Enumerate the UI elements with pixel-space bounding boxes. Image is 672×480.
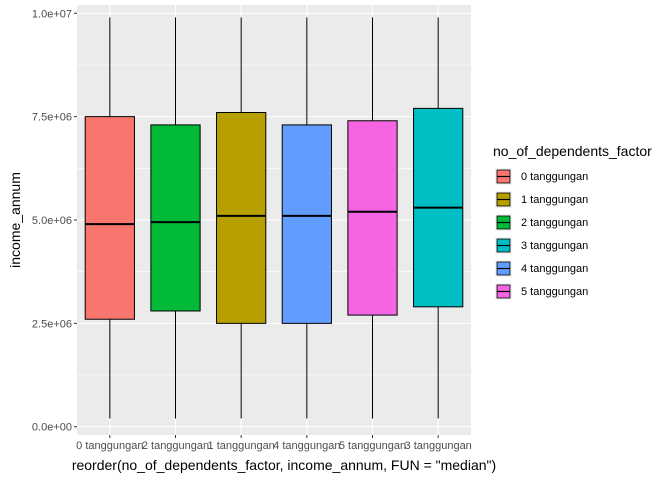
legend-item: 3 tanggungan (495, 237, 588, 254)
box-5-tanggungan (347, 17, 398, 419)
x-tick-label: 1 tanggungan (208, 440, 275, 452)
legend-item: 4 tanggungan (495, 260, 588, 277)
legend-label: 2 tanggungan (521, 217, 588, 229)
box-3-tanggungan (413, 17, 464, 419)
legend-item: 5 tanggungan (495, 283, 588, 300)
y-tick-label: 7.5e+06 (32, 112, 72, 124)
box-body (84, 116, 135, 320)
box-body (216, 112, 267, 324)
box-body (347, 120, 398, 316)
legend-label: 1 tanggungan (521, 194, 588, 206)
box-series (84, 17, 464, 419)
x-tick-label: 3 tanggungan (405, 440, 472, 452)
y-axis: 0.0e+00 2.5e+06 5.0e+06 7.5e+06 1.0e+07 (32, 8, 77, 434)
box-body (281, 124, 332, 324)
y-tick-label: 1.0e+07 (32, 8, 72, 20)
x-tick-label: 2 tanggungan (142, 440, 209, 452)
legend-item: 2 tanggungan (495, 214, 588, 231)
y-axis-title: income_annum (7, 172, 23, 268)
legend-label: 5 tanggungan (521, 286, 588, 298)
legend-item: 1 tanggungan (495, 191, 588, 208)
legend-item: 0 tanggungan (495, 168, 588, 185)
box-4-tanggungan (281, 17, 332, 419)
box-2-tanggungan (150, 17, 201, 419)
x-tick-label: 5 tanggungan (339, 440, 406, 452)
legend-label: 0 tanggungan (521, 171, 588, 183)
legend: no_of_dependents_factor 0 tanggungan 1 ta… (493, 143, 652, 300)
x-tick-label: 0 tanggungan (76, 440, 143, 452)
y-tick-label: 2.5e+06 (32, 318, 72, 330)
x-axis-title: reorder(no_of_dependents_factor, income_… (72, 457, 496, 473)
legend-label: 4 tanggungan (521, 263, 588, 275)
legend-label: 3 tanggungan (521, 240, 588, 252)
box-0-tanggungan (84, 17, 135, 419)
y-tick-label: 0.0e+00 (32, 422, 72, 434)
legend-title: no_of_dependents_factor (493, 143, 652, 159)
y-tick-label: 5.0e+06 (32, 215, 72, 227)
x-tick-label: 4 tanggungan (273, 440, 340, 452)
box-1-tanggungan (216, 17, 267, 419)
box-body (150, 124, 201, 312)
